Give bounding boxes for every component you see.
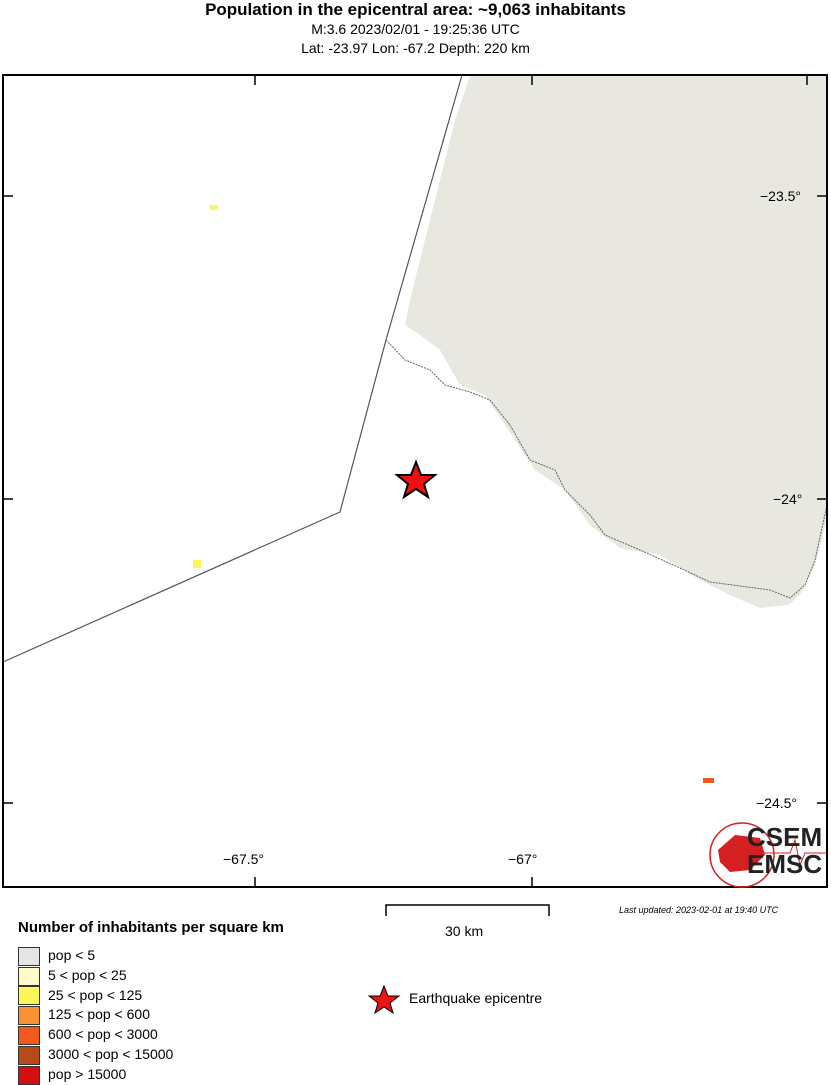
legend-item: 600 < pop < 3000 [18, 1025, 173, 1045]
csem-logo [709, 822, 827, 888]
map-title: Population in the epicentral area: ~9,06… [205, 0, 626, 19]
scale-label: 30 km [445, 923, 484, 939]
lon-tick-label: −67° [508, 851, 538, 867]
legend-epicentre-label: Earthquake epicentre [409, 990, 543, 1006]
lat-tick-label: −24° [773, 491, 803, 507]
lon-tick-label: −67.5° [223, 851, 265, 867]
map-frame [2, 74, 828, 888]
lat-tick-label: −24.5° [756, 795, 798, 811]
pop-cell [210, 205, 218, 210]
last-updated: Last updated: 2023-02-01 at 19:40 UTC [619, 905, 779, 915]
legend-item: 5 < pop < 25 [18, 966, 173, 986]
pop-cell [703, 778, 714, 783]
event-info: M:3.6 2023/02/01 - 19:25:36 UTC [311, 21, 520, 37]
legend-item: 125 < pop < 600 [18, 1005, 173, 1026]
csem-logo-text: CSEM EMSC [747, 822, 823, 879]
pop-cell [193, 560, 201, 568]
dotted-boundary [385, 339, 828, 599]
gray-region [405, 76, 827, 608]
legend: pop < 5 5 < pop < 25 25 < pop < 125 125 … [18, 946, 173, 1085]
legend-star-icon [367, 984, 401, 1015]
legend-item: 3000 < pop < 15000 [18, 1045, 173, 1065]
legend-title: Number of inhabitants per square km [18, 919, 284, 936]
ticks [3, 75, 827, 887]
scale-bar [385, 904, 550, 916]
border-line [2, 74, 463, 663]
legend-item: 25 < pop < 125 [18, 986, 173, 1006]
legend-item: pop < 5 [18, 946, 173, 966]
event-location: Lat: -23.97 Lon: -67.2 Depth: 220 km [301, 40, 530, 56]
epicentre-star [394, 459, 438, 500]
legend-item: pop > 15000 [18, 1065, 173, 1085]
lat-tick-label: −23.5° [760, 188, 802, 204]
